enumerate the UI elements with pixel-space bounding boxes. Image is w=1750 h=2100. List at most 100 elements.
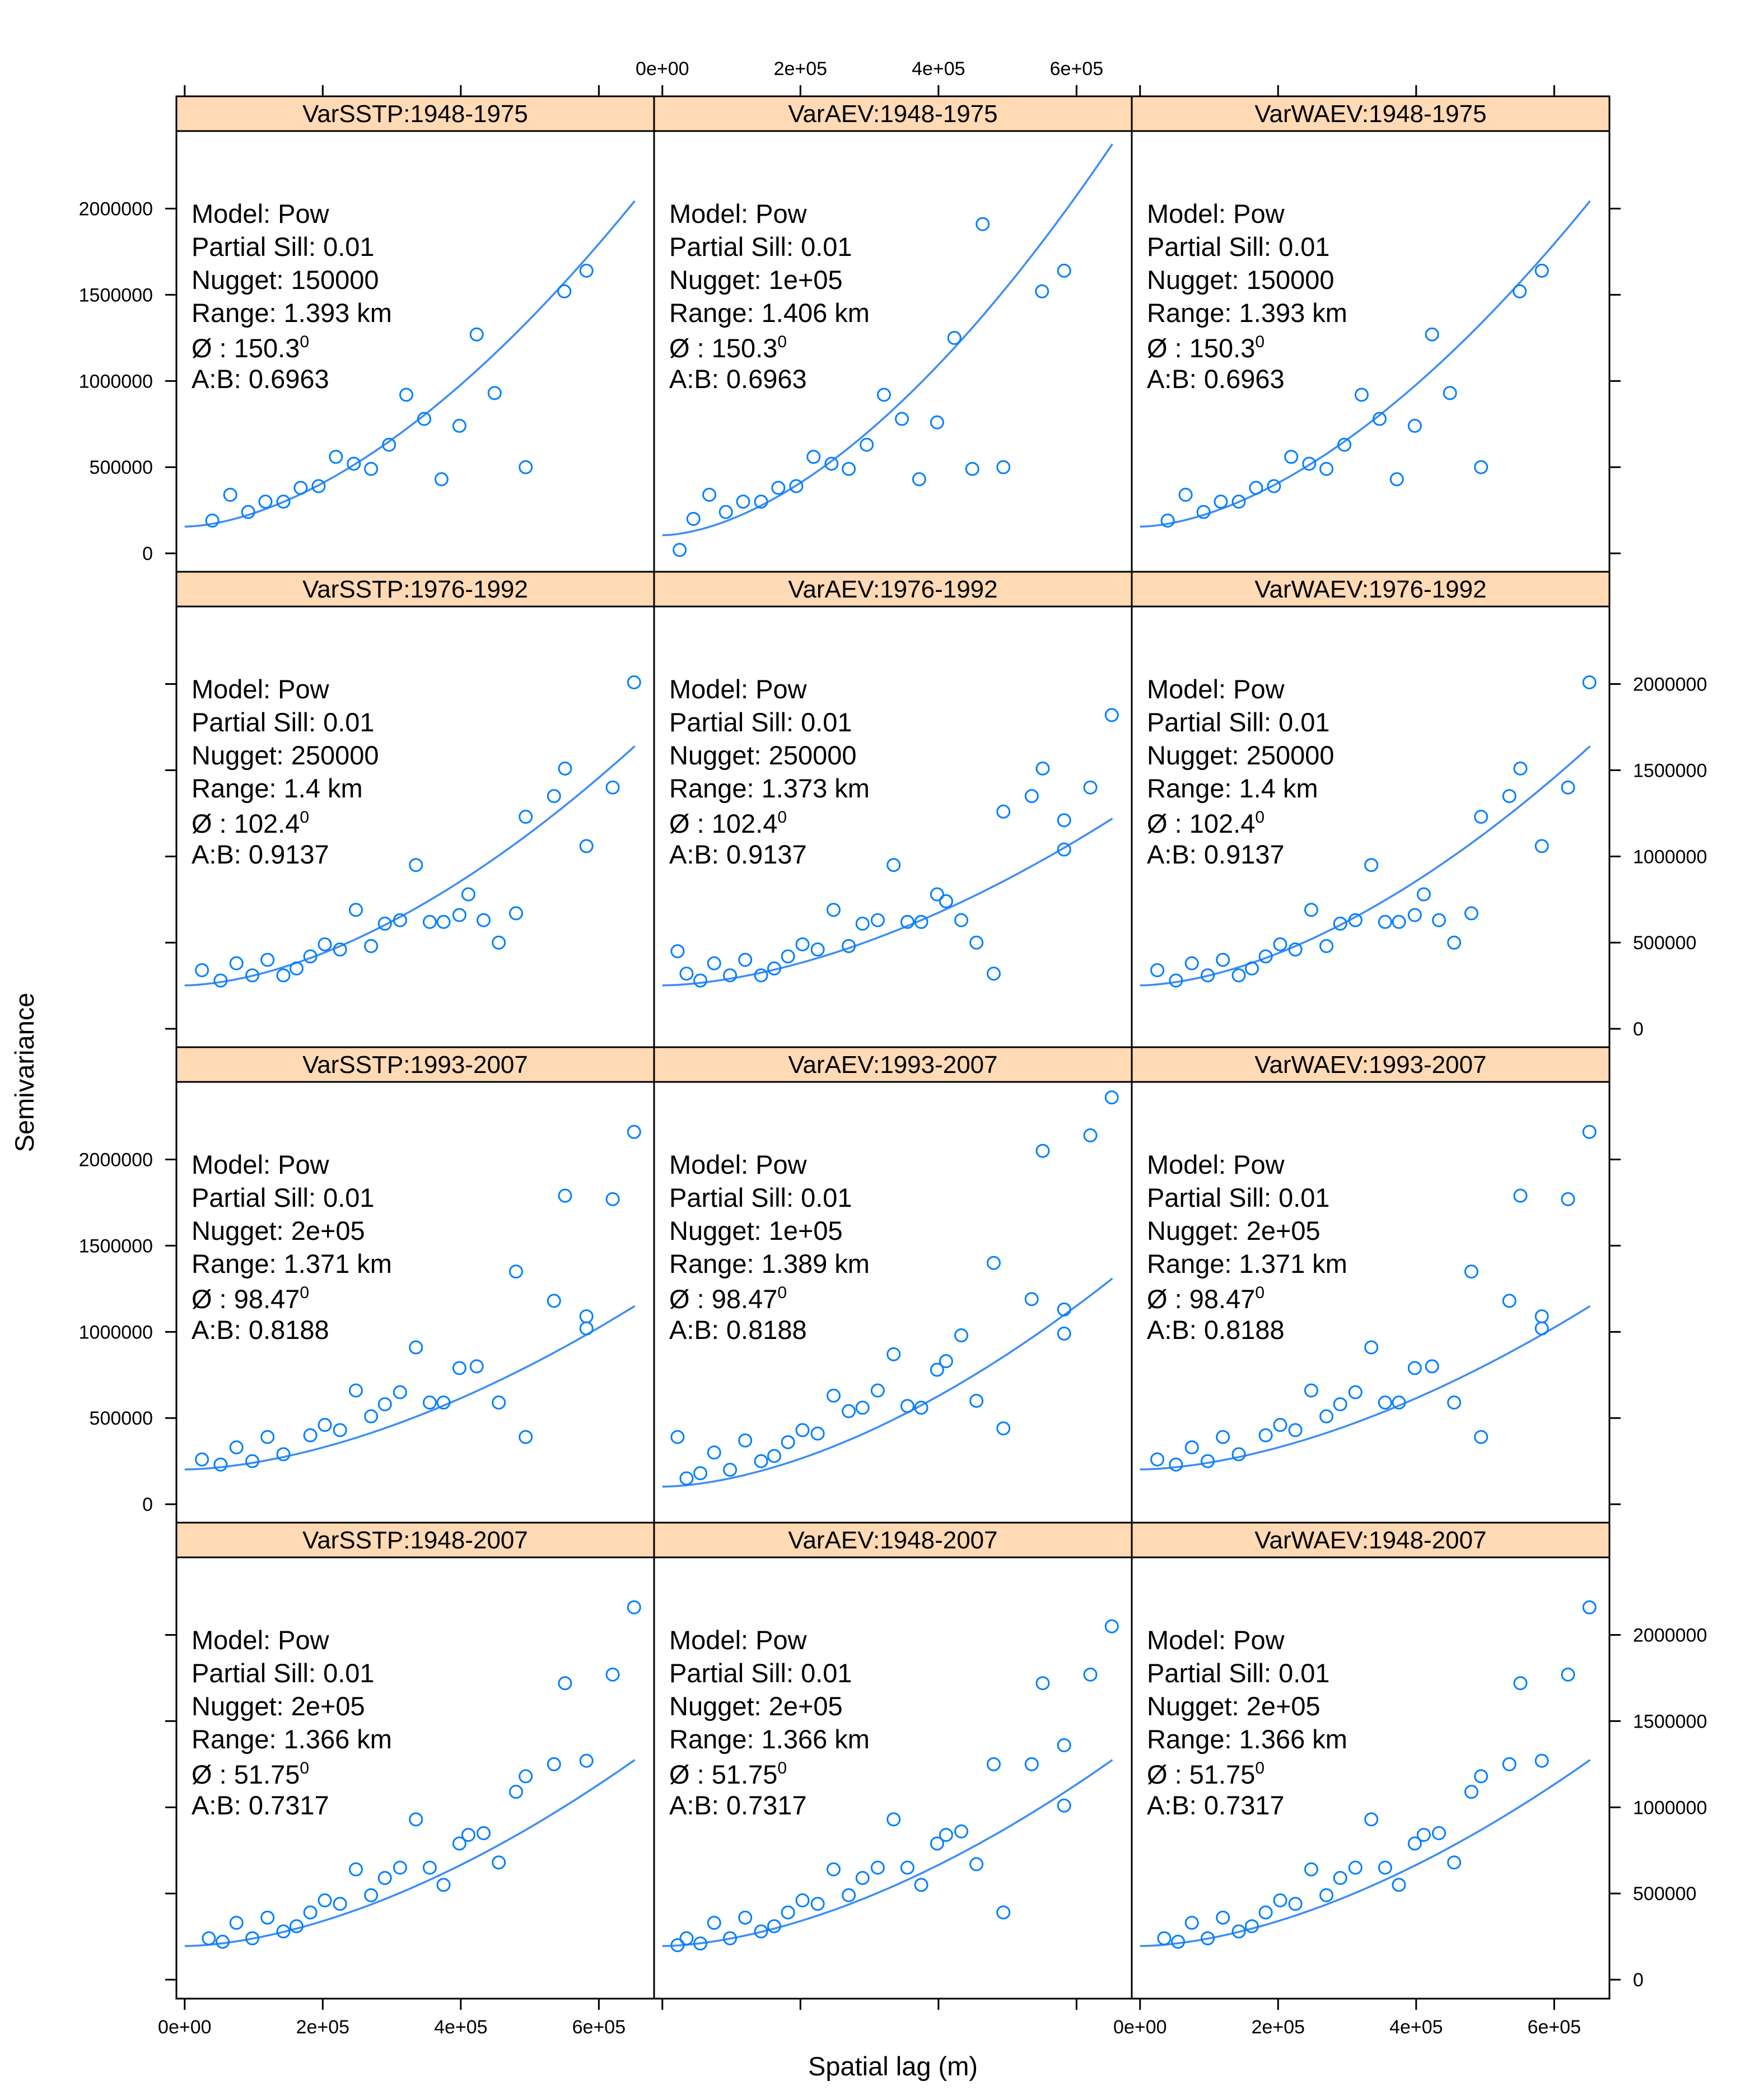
data-point bbox=[452, 1836, 466, 1851]
model-annotation-angle: Ø : 51.750 bbox=[669, 1759, 787, 1789]
data-point bbox=[707, 956, 721, 970]
model-annotation-range: Range: 1.366 km bbox=[669, 1724, 870, 1754]
model-annotation-angle: Ø : 98.470 bbox=[1147, 1284, 1264, 1314]
model-annotation-range: Range: 1.366 km bbox=[1147, 1724, 1347, 1754]
panel-varaev-1948-1975: VarAEV:1948-1975 Model: Pow Partial Sill: … bbox=[653, 95, 1133, 573]
data-point bbox=[289, 961, 304, 976]
panel-strip bbox=[175, 1522, 655, 1558]
data-point bbox=[1392, 1396, 1406, 1410]
model-annotation-partial-sill: Partial Sill: 0.01 bbox=[192, 1183, 375, 1212]
data-point bbox=[303, 1428, 318, 1443]
data-point bbox=[754, 1454, 768, 1468]
data-point bbox=[1432, 1826, 1446, 1840]
annotation-label: Ø : bbox=[192, 1760, 234, 1789]
annotation-label: A:B: bbox=[192, 364, 249, 394]
annotation-label: Partial Sill: bbox=[669, 1183, 801, 1212]
panel-strip bbox=[1131, 1522, 1611, 1558]
annotation-label: A:B: bbox=[192, 839, 249, 869]
data-point bbox=[276, 494, 291, 509]
annotation-label: Partial Sill: bbox=[1147, 707, 1278, 737]
x-tick-label: 4e+05 bbox=[1389, 2017, 1443, 2038]
model-annotation-partial-sill: Partial Sill: 0.01 bbox=[1147, 1183, 1330, 1212]
data-point bbox=[1024, 789, 1039, 804]
model-annotation-ab: A:B: 0.6963 bbox=[192, 364, 329, 394]
annotation-superscript: 0 bbox=[300, 808, 309, 827]
data-point bbox=[195, 1452, 209, 1467]
data-point bbox=[736, 494, 750, 509]
y-tick-label: 2000000 bbox=[79, 199, 153, 220]
data-point bbox=[245, 968, 260, 983]
data-point bbox=[276, 1924, 291, 1939]
annotation-value: 102.4 bbox=[234, 809, 300, 838]
data-point bbox=[1534, 1309, 1549, 1324]
annotation-value: 0.01 bbox=[801, 232, 852, 262]
annotation-value: 0.01 bbox=[801, 1658, 852, 1688]
annotation-label: Range: bbox=[669, 1249, 762, 1278]
annotation-label: A:B: bbox=[1147, 1315, 1204, 1345]
data-point bbox=[422, 914, 437, 929]
annotation-label: A:B: bbox=[669, 364, 726, 394]
data-point bbox=[1244, 961, 1259, 976]
annotation-label: Partial Sill: bbox=[669, 1658, 801, 1688]
model-annotation-nugget: Nugget: 250000 bbox=[1147, 740, 1334, 770]
panel-title: VarSSTP:1948-1975 bbox=[302, 100, 528, 128]
annotation-value: Pow bbox=[278, 1150, 329, 1179]
annotation-value: 0.01 bbox=[323, 232, 374, 262]
x-tick-label: 6e+05 bbox=[572, 2017, 626, 2038]
data-point bbox=[723, 968, 738, 983]
data-point bbox=[1304, 903, 1318, 917]
data-point bbox=[855, 916, 870, 931]
annotation-value: Pow bbox=[1233, 1625, 1285, 1655]
model-annotation-nugget: Nugget: 1e+05 bbox=[669, 1216, 843, 1245]
annotation-label: Range: bbox=[192, 773, 284, 803]
data-point bbox=[213, 973, 228, 988]
annotation-value: 0.01 bbox=[323, 1183, 374, 1212]
model-annotation-range: Range: 1.373 km bbox=[669, 773, 870, 803]
data-point bbox=[605, 780, 620, 795]
x-tick-label: 0e+00 bbox=[636, 58, 689, 80]
data-point bbox=[673, 543, 687, 557]
data-point bbox=[969, 1857, 984, 1872]
y-tick-label: 1000000 bbox=[79, 1322, 153, 1343]
data-point bbox=[1502, 1294, 1516, 1308]
model-annotation-nugget: Nugget: 250000 bbox=[192, 740, 379, 770]
model-annotation-range: Range: 1.393 km bbox=[1147, 298, 1347, 328]
data-point bbox=[557, 284, 572, 298]
annotation-value: 2e+05 bbox=[291, 1216, 365, 1245]
data-point bbox=[333, 1897, 347, 1911]
data-point bbox=[276, 1447, 291, 1462]
data-point bbox=[409, 858, 423, 872]
data-point bbox=[452, 1361, 466, 1375]
panel-varwaev-1993-2007: VarWAEV:1993-2007 Model: Pow Partial Sill:… bbox=[1131, 1046, 1611, 1524]
annotation-label: Partial Sill: bbox=[1147, 1658, 1278, 1688]
annotation-value: 150.3 bbox=[1189, 333, 1256, 363]
data-point bbox=[702, 487, 717, 502]
data-point bbox=[241, 505, 255, 519]
annotation-label: Partial Sill: bbox=[192, 1183, 323, 1212]
data-point bbox=[1104, 1619, 1119, 1634]
annotation-value: 250000 bbox=[291, 740, 379, 770]
data-point bbox=[329, 450, 343, 464]
data-point bbox=[348, 1862, 363, 1877]
data-point bbox=[1513, 284, 1527, 298]
data-point bbox=[976, 217, 990, 231]
data-point bbox=[860, 437, 874, 452]
annotation-value: 51.75 bbox=[234, 1760, 300, 1789]
model-annotation-range: Range: 1.393 km bbox=[192, 298, 392, 328]
data-point bbox=[1169, 1457, 1183, 1472]
data-point bbox=[1157, 1931, 1172, 1945]
annotation-label: Partial Sill: bbox=[1147, 232, 1278, 262]
data-point bbox=[738, 1433, 753, 1448]
data-point bbox=[311, 479, 326, 493]
panel-title: VarSSTP:1993-2007 bbox=[302, 1051, 528, 1079]
model-annotation-model: Model: Pow bbox=[1147, 674, 1285, 704]
annotation-value: Pow bbox=[278, 199, 329, 228]
fitted-model-line bbox=[184, 745, 636, 987]
data-point bbox=[1231, 494, 1246, 509]
data-point bbox=[826, 1388, 841, 1403]
data-point bbox=[1231, 1447, 1246, 1462]
panel-strip bbox=[653, 1522, 1133, 1558]
annotation-superscript: 0 bbox=[1255, 333, 1264, 351]
data-point bbox=[487, 386, 502, 400]
